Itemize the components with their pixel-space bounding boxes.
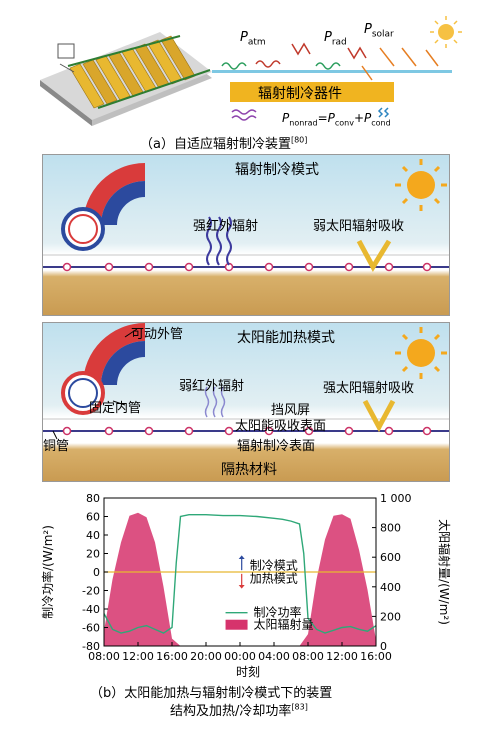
heating-mode-title: 太阳能加热模式 <box>237 330 335 346</box>
fixed-tube-label: 固定内管 <box>89 401 142 416</box>
energy-equation: Pnonrad=Pconv+Pcond <box>282 111 391 128</box>
heating-mode-panel: 太阳能加热模式 可动外管 固定内管 弱红外辐射 强太阳辐射吸收 挡风屏 太阳能吸… <box>42 322 450 482</box>
x-tick-label: 20:00 <box>190 650 222 663</box>
p-atm-label: Patm <box>240 30 266 48</box>
y2-tick-label: 200 <box>380 610 401 623</box>
cooling-power-line <box>103 513 377 634</box>
cool-surface-label: 辐射制冷表面 <box>237 439 316 454</box>
y-tick-label: 20 <box>86 548 100 561</box>
cool-mode-label: 制冷模式 <box>250 559 298 573</box>
x-axis-title: 时刻 <box>236 665 260 679</box>
cooling-mode-title: 辐射制冷模式 <box>235 162 319 178</box>
legend-label-solar: 太阳辐射量 <box>254 617 314 632</box>
p-solar-label: Psolar <box>364 22 394 40</box>
y2-tick-label: 1 000 <box>380 492 412 505</box>
caption-a: （a）自适应辐射制冷装置[80] <box>140 135 308 152</box>
windshield-label: 挡风屏 <box>271 403 311 418</box>
y2-tick-label: 800 <box>380 522 401 535</box>
heat-mode-arrowhead <box>238 584 245 589</box>
device-label: 辐射制冷器件 <box>258 86 342 102</box>
legend-swatch-solar <box>225 619 248 630</box>
y-tick-label: -80 <box>82 640 100 653</box>
x-tick-label: 00:00 <box>224 650 256 663</box>
insulation-label: 隔热材料 <box>221 462 277 478</box>
y-tick-label: 0 <box>93 566 100 579</box>
y-tick-label: -20 <box>82 585 100 598</box>
device-illustration <box>40 32 212 126</box>
p-rad-label: Prad <box>324 30 347 48</box>
weak-ir-label: 弱红外辐射 <box>179 379 245 394</box>
x-tick-label: 08:00 <box>292 650 324 663</box>
cooling-tube <box>82 59 118 105</box>
x-tick-label: 12:00 <box>122 650 154 663</box>
y-tick-label: -60 <box>82 622 100 635</box>
y2-tick-label: 600 <box>380 551 401 564</box>
cooling-mode-panel: 辐射制冷模式 强红外辐射 弱太阳辐射吸收 <box>42 154 450 316</box>
y-axis-title: 制冷功率/(W/m²) <box>40 525 55 619</box>
y-tick-label: 80 <box>86 492 100 505</box>
legend-label-cooling: 制冷功率 <box>254 605 302 620</box>
cool-mode-arrowhead <box>238 555 245 560</box>
y-tick-label: 40 <box>86 529 100 542</box>
solar-area <box>104 512 376 646</box>
movable-tube-label: 可动外管 <box>131 327 184 342</box>
heating-mode-diagram <box>43 323 449 440</box>
x-tick-label: 12:00 <box>326 650 358 663</box>
heat-mode-label: 加热模式 <box>250 571 298 585</box>
y2-axis-title: 太阳辐射量/(W/m²) <box>437 519 452 625</box>
y2-tick-label: 0 <box>380 640 387 653</box>
strong-ir-label: 强红外辐射 <box>193 219 259 234</box>
cooling-tube <box>69 63 105 109</box>
y-tick-label: -40 <box>82 603 100 616</box>
copper-pipe-label: 铜管 <box>43 439 70 454</box>
cooling-mode-diagram <box>43 159 449 273</box>
x-tick-label: 08:00 <box>88 650 120 663</box>
caption-b-line2: 结构及加热/冷却功率[83] <box>170 702 308 719</box>
pipe-row <box>62 426 432 436</box>
absorb-surface-label: 太阳能吸收表面 <box>235 419 327 434</box>
weak-solar-label: 弱太阳辐射吸收 <box>313 219 405 234</box>
caption-b-line1: （b）太阳能加热与辐射制冷模式下的装置 <box>90 686 333 701</box>
flux-diagram <box>212 16 462 121</box>
strong-solar-label: 强太阳辐射吸收 <box>323 381 415 396</box>
x-tick-label: 16:00 <box>360 650 392 663</box>
panel-a: Patm Prad Psolar 辐射制冷器件 Pnonrad=Pconv+Pc… <box>0 0 494 152</box>
y-tick-label: 60 <box>86 511 100 524</box>
y2-tick-label: 400 <box>380 581 401 594</box>
x-tick-label: 16:00 <box>156 650 188 663</box>
x-tick-label: 04:00 <box>258 650 290 663</box>
